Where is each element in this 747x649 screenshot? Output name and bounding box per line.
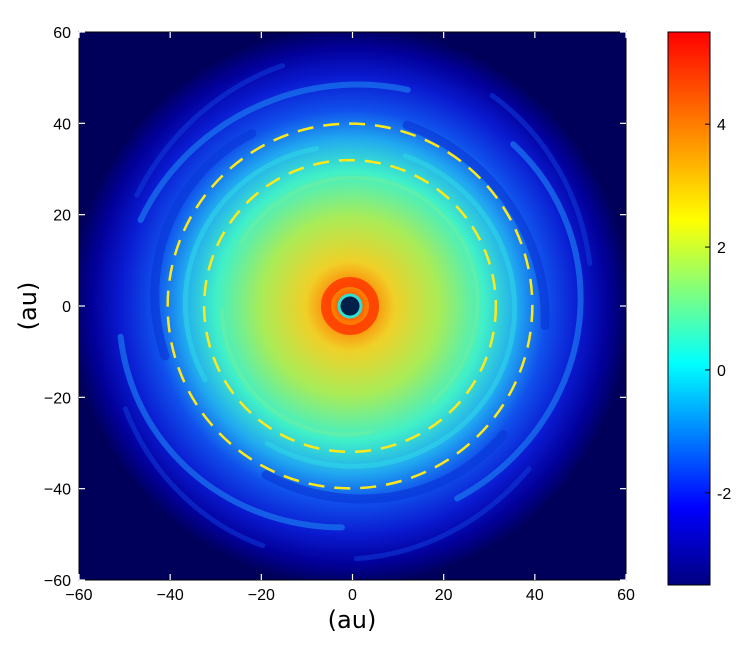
plot-area	[78, 31, 627, 581]
y-tick-label: 60	[53, 25, 71, 42]
spiral-arms	[105, 50, 595, 562]
y-axis: −60 −40 −20 0 20 40 60 (au)	[14, 25, 626, 590]
spiral-arm	[150, 108, 550, 504]
spiral-arm	[116, 81, 584, 531]
x-ticks: −60 −40 −20 0 20 40 60	[65, 32, 635, 604]
x-tick-label: −20	[248, 587, 275, 604]
y-axis-title: (au)	[14, 282, 42, 331]
y-tick-label: 20	[53, 208, 71, 225]
inner-ring	[321, 277, 379, 335]
y-tick-label: −40	[44, 482, 71, 499]
inner-hole	[337, 293, 363, 319]
y-tick-label: −60	[44, 573, 71, 590]
heatmap	[79, 32, 626, 580]
spiral-arm	[105, 50, 595, 562]
colorbar-tick-label: 0	[717, 363, 726, 380]
x-tick-label: −60	[65, 587, 92, 604]
dashed-circle-outer	[166, 122, 534, 490]
colorbar-tick-label: -2	[717, 486, 731, 503]
x-tick-label: 0	[348, 587, 357, 604]
colorbar-gradient	[667, 31, 711, 586]
y-tick-label: 0	[62, 299, 71, 316]
colorbar-tick-label: 2	[717, 240, 726, 257]
colorbar-ticks: -2 0 2 4	[705, 117, 731, 503]
dashed-circle-inner	[202, 158, 498, 454]
colorbar-tick-label: 4	[717, 117, 726, 134]
y-tick-label: −20	[44, 390, 71, 407]
spiral-arm	[220, 175, 480, 437]
x-tick-label: 40	[526, 587, 544, 604]
spiral-arm	[182, 143, 518, 469]
y-ticks: −60 −40 −20 0 20 40 60	[44, 25, 626, 590]
x-tick-label: −40	[157, 587, 184, 604]
x-tick-label: 60	[617, 587, 635, 604]
colorbar: -2 0 2 4	[667, 31, 731, 586]
x-axis: −60 −40 −20 0 20 40 60 (au)	[65, 32, 635, 634]
x-axis-title: (au)	[328, 606, 377, 634]
y-tick-label: 40	[53, 116, 71, 133]
x-tick-label: 20	[435, 587, 453, 604]
